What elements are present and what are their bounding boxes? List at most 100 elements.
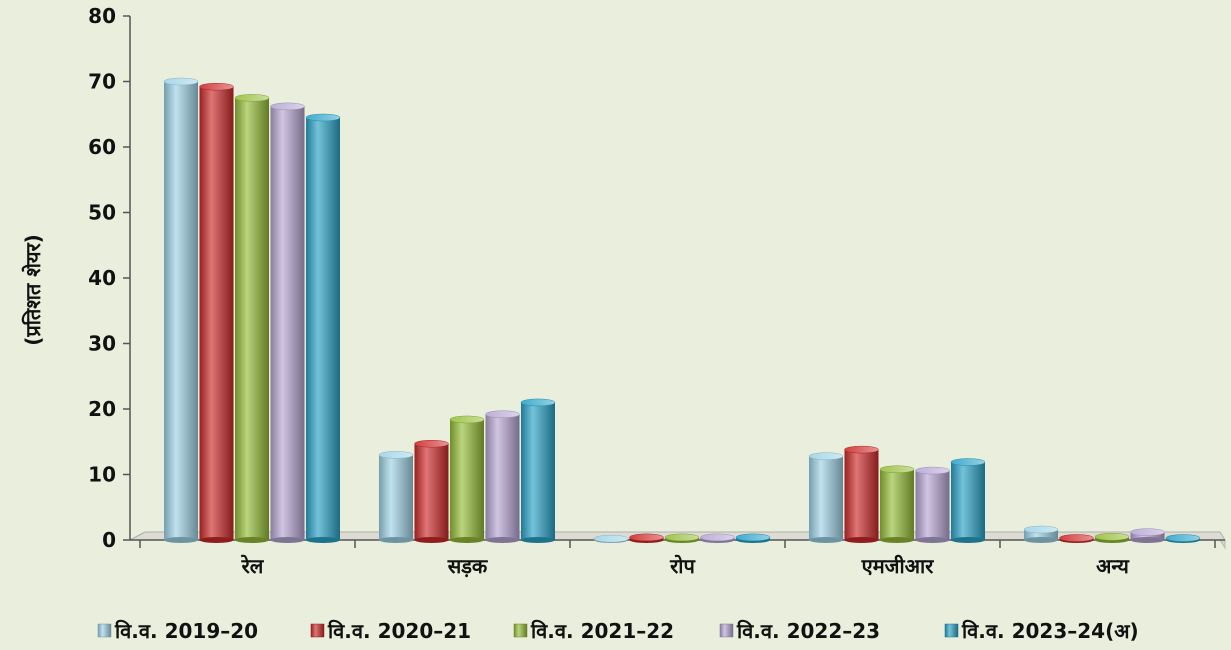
- bar-cap: [449, 415, 485, 424]
- bar-cap: [735, 533, 771, 542]
- y-tick-label: 50: [88, 201, 116, 225]
- bar-2-3: [700, 533, 735, 543]
- bar-3-3: [915, 466, 950, 543]
- legend-swatch: [310, 623, 325, 638]
- legend: वि.व. 2019–20 वि.व. 2020–21 वि.व. 2021–22 व…: [97, 619, 1139, 643]
- legend-swatch: [944, 623, 959, 638]
- legend-item: वि.व. 2020–21: [310, 619, 471, 643]
- y-axis-label: (प्रतिशत शेयर): [21, 234, 45, 346]
- bar-0-0: [163, 77, 199, 543]
- y-tick-label: 30: [88, 332, 116, 356]
- bar-base: [485, 537, 520, 543]
- bar-body: [450, 419, 484, 540]
- bar-3-2: [879, 465, 915, 543]
- legend-swatch: [97, 623, 112, 638]
- bar-body: [951, 462, 985, 540]
- bar-base: [809, 537, 843, 543]
- legend-label: वि.व. 2019–20: [114, 619, 258, 643]
- y-tick-label: 0: [102, 528, 116, 552]
- bar-cap: [485, 410, 520, 418]
- bar-cap: [629, 533, 664, 542]
- bar-3-1: [844, 445, 879, 543]
- bar-body: [1024, 529, 1058, 540]
- bar-base: [306, 537, 340, 543]
- x-category-label: एमजीआर: [861, 554, 934, 578]
- bar-0-3: [270, 102, 305, 543]
- bar-cap: [950, 458, 986, 466]
- y-tick-label: 70: [88, 70, 116, 94]
- bar-cap: [234, 94, 270, 102]
- bar-1-2: [449, 415, 485, 543]
- bar-cap: [1165, 534, 1201, 542]
- bar-2-1: [629, 533, 664, 543]
- bar-cap: [700, 533, 735, 542]
- bar-body: [915, 470, 950, 540]
- bar-cap: [1094, 532, 1130, 541]
- y-tick-label: 60: [88, 135, 116, 159]
- bar-4-3: [1130, 528, 1165, 543]
- legend-item: वि.व. 2023–24(अ): [944, 619, 1139, 643]
- bar-base: [1130, 537, 1165, 543]
- bar-body: [414, 443, 449, 540]
- bar-0-2: [234, 94, 270, 543]
- bar-base: [521, 537, 555, 543]
- bar-cap: [1059, 534, 1094, 542]
- y-tick-label: 20: [88, 397, 116, 421]
- bar-4-0: [1023, 525, 1059, 543]
- y-tick-label: 10: [88, 463, 116, 487]
- bar-cap: [414, 439, 449, 448]
- legend-label: वि.व. 2020–21: [327, 619, 471, 643]
- bar-1-4: [520, 398, 556, 543]
- legend-item: वि.व. 2022–23: [719, 619, 880, 643]
- bar-body: [521, 402, 555, 540]
- bar-0-4: [305, 113, 341, 543]
- bar-cap: [915, 466, 950, 475]
- bar-cap: [378, 451, 414, 459]
- bar-base: [844, 537, 879, 543]
- bar-1-3: [485, 410, 520, 543]
- bar-2-0: [593, 534, 629, 543]
- x-category-label: रेल: [241, 554, 265, 578]
- bar-2-4: [735, 533, 771, 543]
- bar-4-1: [1059, 534, 1094, 543]
- legend-swatch: [513, 623, 528, 638]
- x-category-label: सड़क: [447, 554, 489, 578]
- bar-cap: [163, 77, 199, 86]
- bar-body: [1130, 532, 1165, 540]
- bar-base: [951, 537, 985, 543]
- bar-cap: [664, 533, 700, 542]
- bar-base: [379, 537, 413, 543]
- bar-body: [809, 456, 843, 540]
- bar-cap: [270, 102, 305, 111]
- bar-cap: [1023, 525, 1059, 534]
- x-category-label: अन्य: [1096, 554, 1130, 578]
- bar-body: [306, 117, 340, 541]
- legend-item: वि.व. 2021–22: [513, 619, 674, 643]
- x-category-label: रोप: [669, 554, 696, 578]
- bar-4-4: [1165, 534, 1201, 543]
- bar-cap: [199, 82, 234, 91]
- bar-3-0: [808, 452, 844, 543]
- bar-cap: [1130, 528, 1165, 536]
- bar-cap: [879, 465, 915, 474]
- bar-2-2: [664, 533, 700, 543]
- bar-0-1: [199, 82, 234, 543]
- bar-base: [199, 537, 234, 543]
- bar-cap: [520, 398, 556, 407]
- bar-cap: [808, 452, 844, 460]
- bar-cap: [305, 113, 341, 122]
- bar-body: [164, 81, 198, 540]
- bar-cap: [844, 445, 879, 454]
- bar-base: [450, 537, 484, 543]
- legend-label: वि.व. 2023–24(अ): [961, 619, 1139, 643]
- bar-body: [379, 454, 413, 540]
- bar-body: [844, 449, 879, 540]
- bar-body: [235, 97, 269, 540]
- bar-body: [199, 86, 234, 541]
- bar-1-0: [378, 451, 414, 543]
- bar-base: [1024, 537, 1058, 543]
- legend-item: वि.व. 2019–20: [97, 619, 258, 643]
- bar-body: [485, 414, 520, 540]
- bar-body: [270, 106, 305, 540]
